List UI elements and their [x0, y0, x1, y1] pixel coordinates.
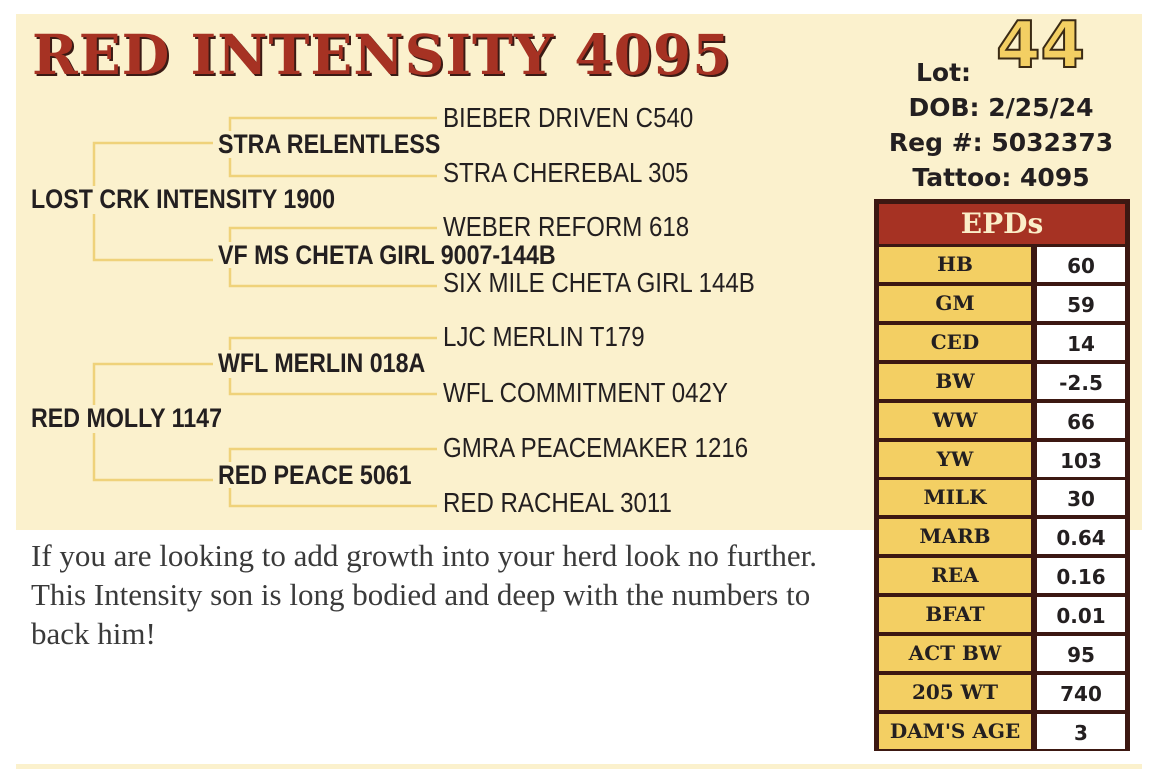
lot-description: If you are looking to add growth into yo… — [31, 538, 818, 651]
tattoo-text: Tattoo: 4095 — [912, 163, 1090, 192]
epd-trait-label: CED — [879, 325, 1031, 360]
epd-table: EPDs HB 60 GM 59 CED 14 BW -2.5 WW 66 YW 103 MILK 30 M… — [874, 199, 1130, 751]
epd-trait-value: 14 — [1037, 325, 1125, 360]
registration-number: Reg #: 5032373 — [888, 128, 1114, 157]
epd-table-header: EPDs — [879, 204, 1125, 244]
epd-trait-value: 0.01 — [1037, 597, 1125, 632]
epd-row: HB 60 — [879, 247, 1125, 282]
bottom-divider — [16, 764, 1142, 769]
dam-sire-dam-name: WFL COMMITMENT 042Y — [443, 377, 728, 408]
epd-row: GM 59 — [879, 286, 1125, 321]
dam-dam-name: RED PEACE 5061 — [218, 460, 412, 490]
epd-row: DAM'S AGE 3 — [879, 714, 1125, 749]
dam-dam-sire-name: GMRA PEACEMAKER 1216 — [443, 432, 749, 463]
epd-trait-value: 0.64 — [1037, 519, 1125, 554]
epd-trait-label: BW — [879, 364, 1031, 399]
epd-trait-label: WW — [879, 403, 1031, 438]
sire-dam-dam-name: SIX MILE CHETA GIRL 144B — [443, 267, 755, 298]
epd-row: MARB 0.64 — [879, 519, 1125, 554]
sire-dam-sire-name: WEBER REFORM 618 — [443, 211, 690, 242]
epd-row: WW 66 — [879, 403, 1125, 438]
sire-sire-dam-name: STRA CHEREBAL 305 — [443, 157, 689, 188]
epd-row: ACT BW 95 — [879, 636, 1125, 671]
epd-trait-label: ACT BW — [879, 636, 1031, 671]
sire-dam-name: VF MS CHETA GIRL 9007-144B — [218, 240, 556, 270]
dam-sire-name: WFL MERLIN 018A — [218, 348, 426, 378]
epd-trait-value: 60 — [1037, 247, 1125, 282]
epd-trait-label: MARB — [879, 519, 1031, 554]
animal-name-title: RED INTENSITY 4095 — [32, 22, 732, 87]
epd-trait-value: 30 — [1037, 480, 1125, 515]
epd-row: BFAT 0.01 — [879, 597, 1125, 632]
epd-trait-label: YW — [879, 442, 1031, 477]
dob-text: DOB: 2/25/24 — [908, 93, 1094, 122]
dam-name: RED MOLLY 1147 — [31, 403, 223, 433]
epd-row: 205 WT 740 — [879, 675, 1125, 710]
dam-dam-dam-name: RED RACHEAL 3011 — [443, 487, 672, 518]
epd-trait-value: 95 — [1037, 636, 1125, 671]
epd-trait-label: GM — [879, 286, 1031, 321]
epd-trait-value: 0.16 — [1037, 558, 1125, 593]
epd-row: YW 103 — [879, 442, 1125, 477]
epd-trait-value: 3 — [1037, 714, 1125, 749]
sire-sire-name: STRA RELENTLESS — [218, 129, 441, 159]
epd-row: MILK 30 — [879, 480, 1125, 515]
epd-trait-value: 740 — [1037, 675, 1125, 710]
epd-row: BW -2.5 — [879, 364, 1125, 399]
dam-sire-sire-name: LJC MERLIN T179 — [443, 321, 645, 352]
epd-trait-label: HB — [879, 247, 1031, 282]
epd-trait-value: -2.5 — [1037, 364, 1125, 399]
epd-trait-value: 66 — [1037, 403, 1125, 438]
sire-name: LOST CRK INTENSITY 1900 — [31, 184, 336, 214]
epd-trait-label: MILK — [879, 480, 1031, 515]
epd-trait-label: BFAT — [879, 597, 1031, 632]
epd-trait-value: 103 — [1037, 442, 1125, 477]
epd-trait-label: DAM'S AGE — [879, 714, 1031, 749]
epd-row: CED 14 — [879, 325, 1125, 360]
epd-trait-label: REA — [879, 558, 1031, 593]
epd-row: REA 0.16 — [879, 558, 1125, 593]
lot-number: 44 — [995, 9, 1086, 83]
sire-sire-sire-name: BIEBER DRIVEN C540 — [443, 102, 694, 133]
epd-trait-value: 59 — [1037, 286, 1125, 321]
lot-label: Lot: — [916, 58, 972, 87]
epd-trait-label: 205 WT — [879, 675, 1031, 710]
